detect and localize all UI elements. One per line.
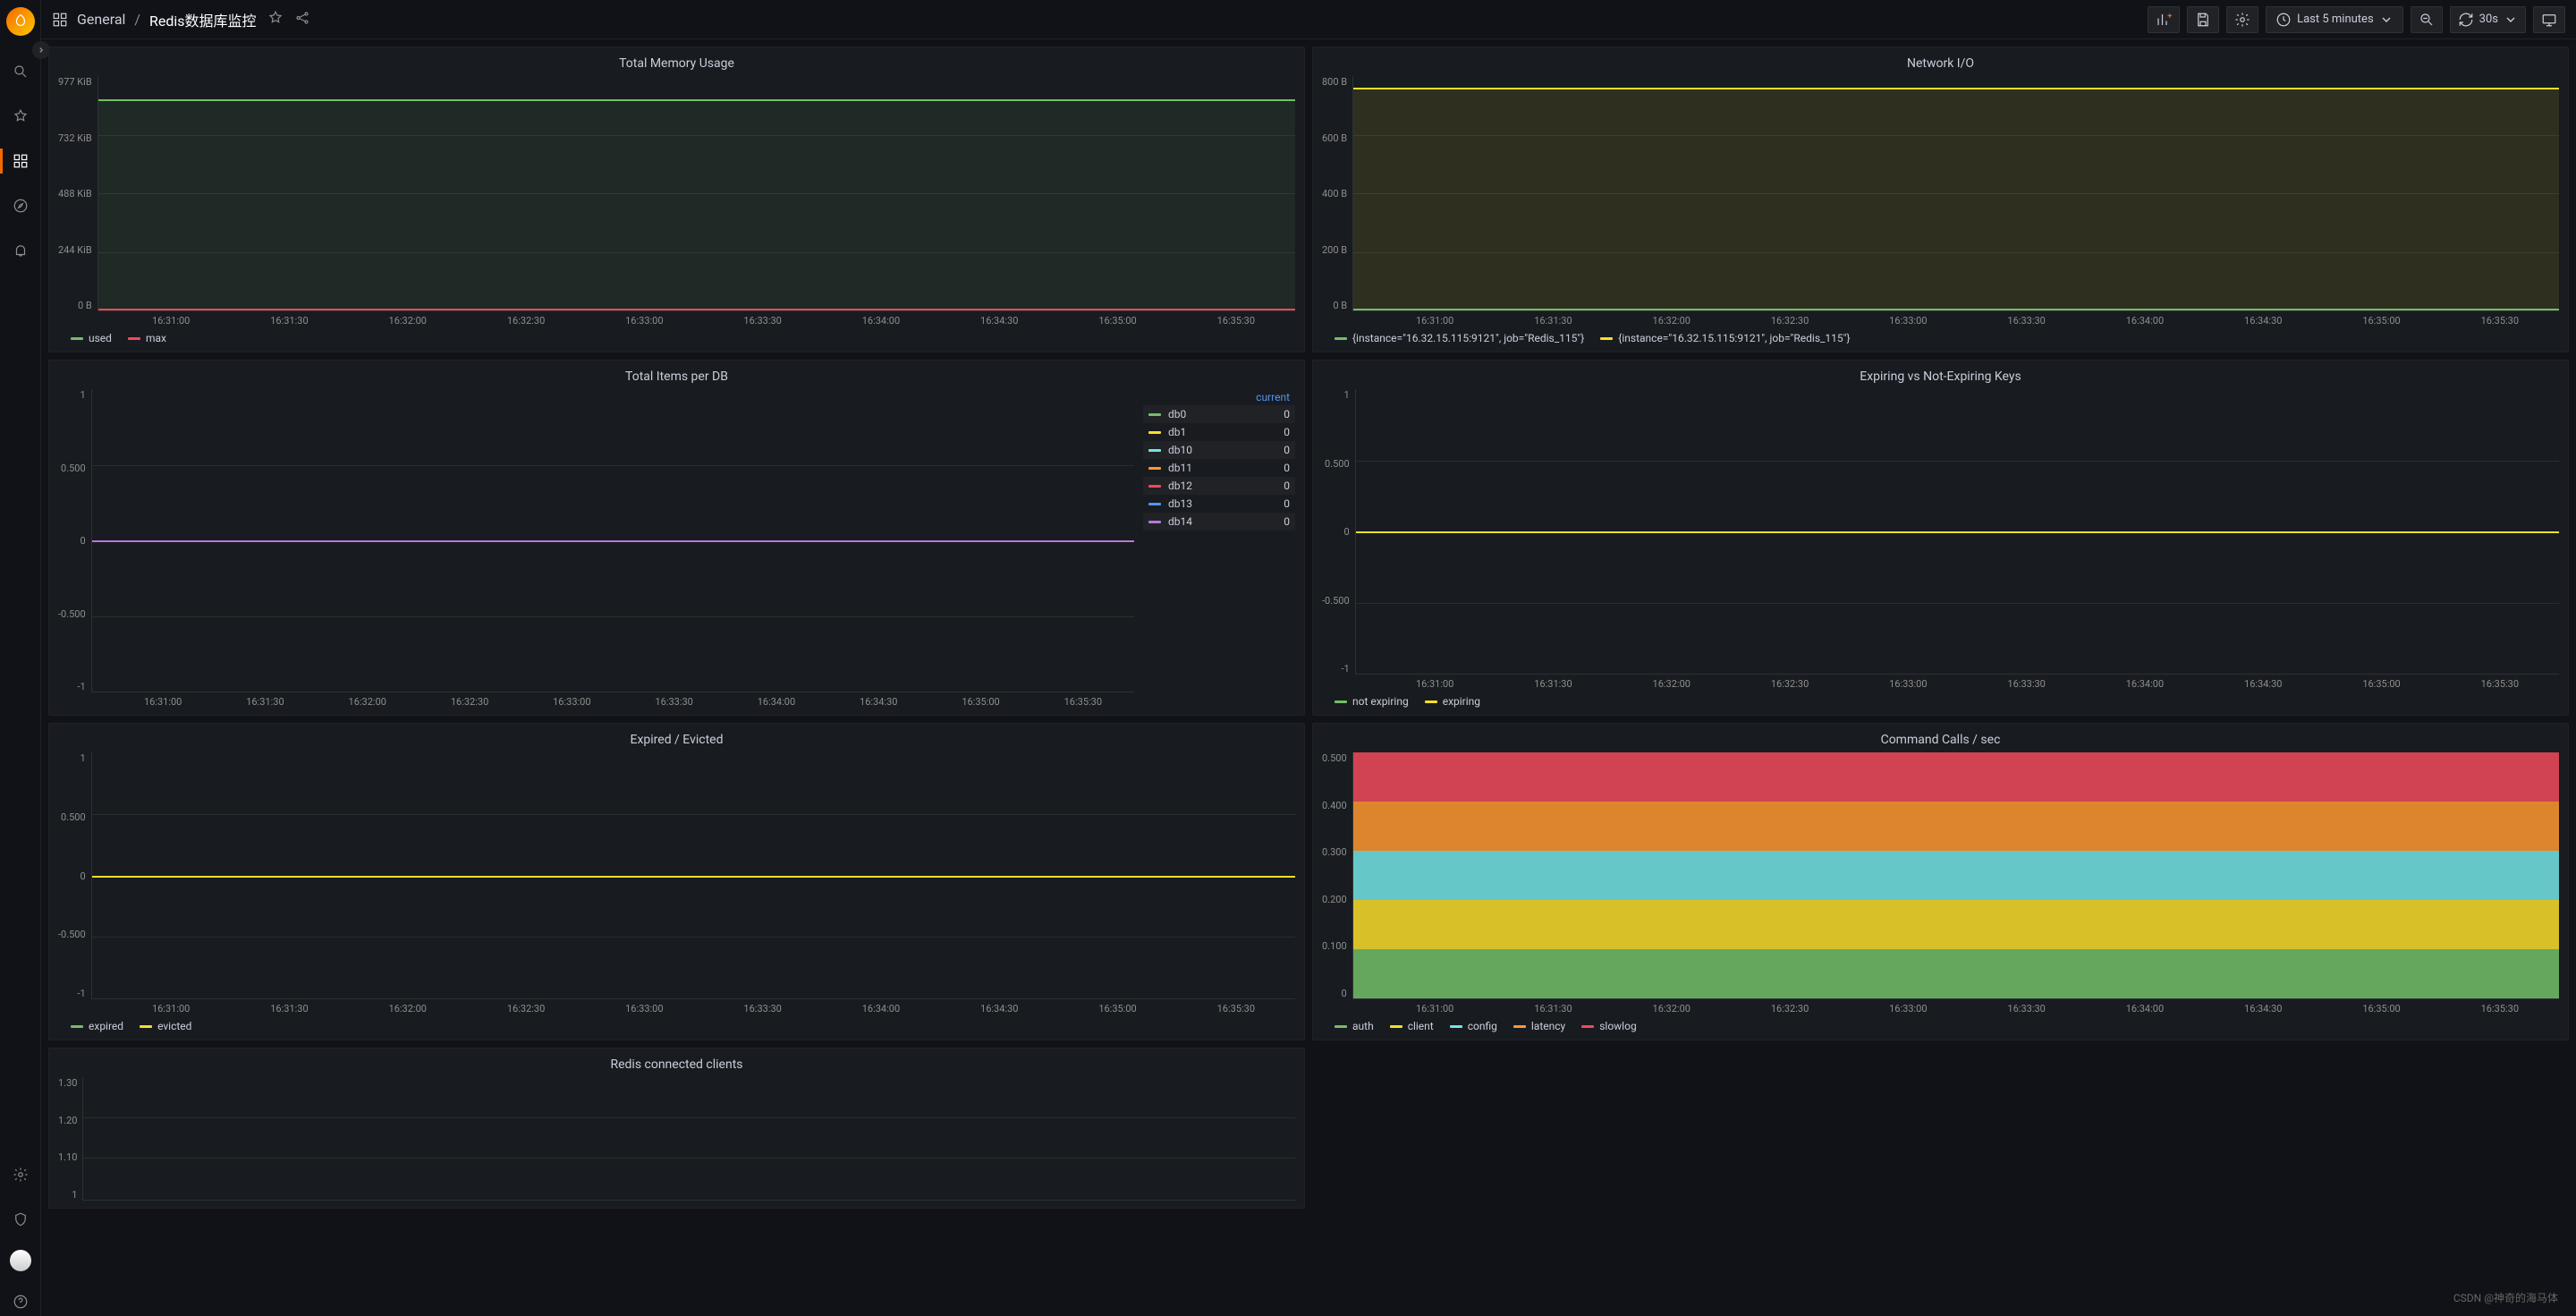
alerting-icon[interactable] bbox=[6, 236, 35, 265]
page-title[interactable]: Redis数据库监控 bbox=[149, 9, 257, 30]
y-axis: 10.5000-0.500-1 bbox=[1322, 389, 1355, 675]
x-axis: 16:31:0016:31:3016:32:0016:32:3016:33:00… bbox=[58, 999, 1295, 1015]
explore-icon[interactable] bbox=[6, 191, 35, 220]
time-range-label: Last 5 minutes bbox=[2297, 13, 2374, 26]
legend-item[interactable]: max bbox=[128, 332, 166, 344]
search-icon[interactable] bbox=[6, 57, 35, 86]
plot-canvas bbox=[97, 76, 1295, 311]
legend-item[interactable]: expired bbox=[71, 1020, 123, 1032]
shield-icon[interactable] bbox=[6, 1205, 35, 1234]
avatar[interactable] bbox=[10, 1250, 31, 1271]
star-icon[interactable] bbox=[6, 102, 35, 131]
legend-item[interactable]: evicted bbox=[140, 1020, 191, 1032]
legend-item[interactable]: slowlog bbox=[1581, 1020, 1636, 1032]
dashboard-grid: Total Memory Usage 977 KiB732 KiB488 KiB… bbox=[41, 39, 2576, 1316]
legend-item[interactable]: used bbox=[71, 332, 112, 344]
plot-canvas bbox=[91, 752, 1295, 999]
time-range-picker[interactable]: Last 5 minutes bbox=[2266, 6, 2403, 33]
chevron-down-icon bbox=[2379, 13, 2394, 27]
panel-title: Total Items per DB bbox=[58, 366, 1295, 389]
plot-canvas bbox=[1352, 752, 2559, 999]
legend-table-row[interactable]: db120 bbox=[1143, 477, 1295, 495]
add-panel-button[interactable] bbox=[2148, 6, 2180, 33]
panel-title: Redis connected clients bbox=[58, 1054, 1295, 1077]
plot-canvas bbox=[1355, 389, 2559, 675]
panel-command-calls[interactable]: Command Calls / sec 0.5000.4000.3000.200… bbox=[1312, 723, 2569, 1040]
legend-table-row[interactable]: db130 bbox=[1143, 495, 1295, 513]
x-axis: 16:31:0016:31:3016:32:0016:32:3016:33:00… bbox=[1322, 999, 2559, 1015]
legend-item[interactable]: config bbox=[1450, 1020, 1497, 1032]
x-axis: 16:31:0016:31:3016:32:0016:32:3016:33:00… bbox=[58, 692, 1134, 708]
legend-item[interactable]: {instance="16.32.15.115:9121", job="Redi… bbox=[1600, 332, 1850, 344]
chevron-down-icon bbox=[2504, 13, 2518, 27]
plot-canvas bbox=[1352, 76, 2559, 311]
panel-title: Total Memory Usage bbox=[58, 53, 1295, 76]
legend-item[interactable]: {instance="16.32.15.115:9121", job="Redi… bbox=[1335, 332, 1584, 344]
refresh-button[interactable]: 30s bbox=[2450, 6, 2526, 33]
legend-table-row[interactable]: db00 bbox=[1143, 405, 1295, 423]
panel-connected-clients[interactable]: Redis connected clients 1.301.201.101 bbox=[48, 1048, 1305, 1209]
favorite-star-icon[interactable] bbox=[267, 10, 284, 30]
share-icon[interactable] bbox=[294, 10, 310, 30]
panel-title: Expiring vs Not-Expiring Keys bbox=[1322, 366, 2559, 389]
dashboards-breadcrumb-icon bbox=[52, 12, 68, 28]
breadcrumb: General / Redis数据库监控 bbox=[52, 9, 257, 30]
panel-expired-evicted[interactable]: Expired / Evicted 10.5000-0.500-1 16:31:… bbox=[48, 723, 1305, 1040]
legend-table-row[interactable]: db140 bbox=[1143, 513, 1295, 531]
toolbar: Last 5 minutes 30s bbox=[2148, 6, 2565, 33]
legend: {instance="16.32.15.115:9121", job="Redi… bbox=[1322, 327, 2559, 344]
help-icon[interactable] bbox=[6, 1287, 35, 1316]
legend: expired evicted bbox=[58, 1015, 1295, 1032]
y-axis: 800 B600 B400 B200 B0 B bbox=[1322, 76, 1352, 311]
legend-item[interactable]: expiring bbox=[1425, 695, 1480, 708]
panel-title: Network I/O bbox=[1322, 53, 2559, 76]
plot-canvas bbox=[91, 389, 1134, 692]
y-axis: 0.5000.4000.3000.2000.1000 bbox=[1322, 752, 1352, 999]
configuration-icon[interactable] bbox=[6, 1160, 35, 1189]
legend-item[interactable]: client bbox=[1390, 1020, 1434, 1032]
refresh-interval-label: 30s bbox=[2479, 13, 2498, 26]
x-axis: 16:31:0016:31:3016:32:0016:32:3016:33:00… bbox=[1322, 311, 2559, 327]
zoom-out-button[interactable] bbox=[2411, 6, 2443, 33]
legend: used max bbox=[58, 327, 1295, 344]
legend: not expiring expiring bbox=[1322, 690, 2559, 708]
sidebar bbox=[0, 0, 41, 1316]
breadcrumb-folder[interactable]: General bbox=[77, 11, 125, 28]
settings-button[interactable] bbox=[2226, 6, 2258, 33]
legend-table-row[interactable]: db110 bbox=[1143, 459, 1295, 477]
panel-title: Command Calls / sec bbox=[1322, 729, 2559, 752]
y-axis: 10.5000-0.500-1 bbox=[58, 752, 91, 999]
y-axis: 977 KiB732 KiB488 KiB244 KiB0 B bbox=[58, 76, 97, 311]
grafana-logo[interactable] bbox=[6, 7, 35, 36]
dashboards-icon[interactable] bbox=[6, 147, 35, 175]
tv-mode-button[interactable] bbox=[2533, 6, 2565, 33]
topbar: General / Redis数据库监控 Last 5 minutes bbox=[41, 0, 2576, 39]
panel-network-io[interactable]: Network I/O 800 B600 B400 B200 B0 B 16:3… bbox=[1312, 47, 2569, 352]
watermark: CSDN @神奇的海马体 bbox=[2453, 1290, 2558, 1305]
legend-table: currentdb00db10db100db110db120db130db140 bbox=[1134, 389, 1295, 708]
legend: auth client config latency slowlog bbox=[1322, 1015, 2559, 1032]
legend-item[interactable]: not expiring bbox=[1335, 695, 1409, 708]
y-axis: 1.301.201.101 bbox=[58, 1077, 82, 1201]
expand-sidebar-button[interactable] bbox=[32, 41, 50, 59]
x-axis: 16:31:0016:31:3016:32:0016:32:3016:33:00… bbox=[1322, 675, 2559, 690]
x-axis: 16:31:0016:31:3016:32:0016:32:3016:33:00… bbox=[58, 311, 1295, 327]
panel-total-items-per-db[interactable]: Total Items per DB 10.5000-0.500-1 16:31… bbox=[48, 360, 1305, 716]
panel-title: Expired / Evicted bbox=[58, 729, 1295, 752]
save-button[interactable] bbox=[2187, 6, 2219, 33]
legend-table-row[interactable]: db10 bbox=[1143, 423, 1295, 441]
legend-table-row[interactable]: db100 bbox=[1143, 441, 1295, 459]
plot-canvas bbox=[82, 1077, 1295, 1201]
legend-item[interactable]: latency bbox=[1513, 1020, 1565, 1032]
panel-expiring-keys[interactable]: Expiring vs Not-Expiring Keys 10.5000-0.… bbox=[1312, 360, 2569, 716]
y-axis: 10.5000-0.500-1 bbox=[58, 389, 91, 692]
panel-total-memory-usage[interactable]: Total Memory Usage 977 KiB732 KiB488 KiB… bbox=[48, 47, 1305, 352]
legend-item[interactable]: auth bbox=[1335, 1020, 1374, 1032]
